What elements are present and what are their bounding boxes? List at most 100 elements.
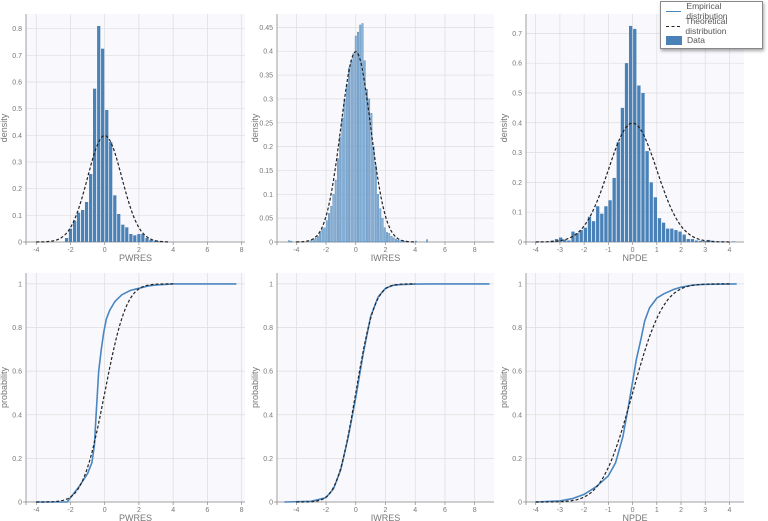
histogram-bar <box>670 228 674 242</box>
histogram-bar <box>141 234 145 242</box>
histogram-bar <box>153 240 157 242</box>
histogram-bar <box>105 110 109 242</box>
histogram-bar <box>703 241 707 242</box>
y-tick-label: 0.2 <box>263 456 273 463</box>
x-tick-label: 4 <box>171 507 175 514</box>
y-tick-label: 0.5 <box>12 106 22 113</box>
y-tick-label: 0 <box>18 240 22 247</box>
x-tick-label: 6 <box>443 247 447 254</box>
x-tick-label: 2 <box>679 507 683 514</box>
y-tick-label: 0 <box>269 240 273 247</box>
y-tick-label: 0 <box>518 240 522 247</box>
y-tick-label: 0.8 <box>512 325 522 332</box>
histogram-bar <box>686 239 690 242</box>
x-tick-label: 6 <box>205 507 209 514</box>
y-tick-label: 0.6 <box>12 369 22 376</box>
histogram-bar <box>426 239 429 243</box>
legend-item-data[interactable]: Data <box>666 34 705 46</box>
x-tick-label: -2 <box>581 507 587 514</box>
panel-cdf-npde: 0 0.2 0.4 0.6 0.8 1 -4 -3 -2 -1 0 1 2 3 4 NPDE probabili… <box>499 273 744 521</box>
histogram-bar <box>379 208 382 243</box>
histogram-bar <box>567 240 571 242</box>
theoretical-cdf-curve <box>535 283 730 503</box>
x-tick-label: 2 <box>384 507 388 514</box>
theoretical-density-curve <box>535 122 730 243</box>
histogram-bar <box>694 240 699 242</box>
histogram-bar <box>620 107 625 242</box>
y-tick-label: 0.3 <box>263 96 273 103</box>
histogram-bar <box>403 240 406 243</box>
y-tick-label: 0.2 <box>12 186 22 193</box>
histogram-bar <box>591 221 596 242</box>
y-tick-label: 0.25 <box>259 120 273 127</box>
panel-density-iwres: 0 0.05 0.1 0.15 0.2 0.25 0.3 0.35 0.4 0.45 -4 -2 0 2 4… <box>250 14 494 263</box>
y-tick-label: 0.2 <box>12 456 22 463</box>
histogram-bar <box>332 194 335 243</box>
panel-cdf-iwres: 0 0.2 0.4 0.6 0.8 1 -4 -2 0 2 4 6 8 IWRES probability <box>250 273 494 521</box>
empirical-cdf-curve <box>535 283 737 503</box>
histogram-bar <box>624 63 629 243</box>
histogram-bar <box>68 228 73 242</box>
histogram-bar <box>674 230 678 242</box>
histogram-bar <box>363 60 366 243</box>
solid-line-icon <box>666 10 682 12</box>
x-tick-label: -4 <box>33 247 39 254</box>
theoretical-density-curve <box>36 134 170 243</box>
y-tick-label: 0 <box>269 500 273 507</box>
histogram-bar <box>381 217 384 243</box>
x-tick-label: -4 <box>293 247 299 254</box>
histogram-bar <box>657 218 662 242</box>
y-tick-label: 0 <box>518 500 522 507</box>
plot-area <box>26 14 245 242</box>
histogram-bar <box>392 237 395 243</box>
x-tick-label: -1 <box>605 247 611 254</box>
x-tick-label: 0 <box>354 247 358 254</box>
x-tick-label: 0 <box>631 507 635 514</box>
x-tick-label: -4 <box>293 507 299 514</box>
histogram-bar <box>325 220 328 243</box>
y-axis-label: probability <box>0 366 9 408</box>
legend-item-empirical[interactable]: Empirical distribution <box>666 1 762 21</box>
x-tick-label: -2 <box>67 507 73 514</box>
x-tick-label: 8 <box>473 507 477 514</box>
y-tick-label: 0.4 <box>12 133 22 140</box>
empirical-cdf-curve <box>36 283 237 503</box>
histogram-bar <box>357 31 359 243</box>
histogram-bar <box>149 239 153 242</box>
x-tick-label: 4 <box>413 507 417 514</box>
x-tick-label: -4 <box>533 507 539 514</box>
histogram-bar <box>350 60 353 243</box>
histogram-bar <box>113 195 117 242</box>
x-tick-label: 3 <box>703 247 707 254</box>
y-axis-label: density <box>0 113 9 142</box>
x-tick-label: 4 <box>728 247 732 254</box>
y-tick-label: 0.4 <box>512 412 522 419</box>
histogram-bar <box>587 216 592 242</box>
histogram-bar <box>129 234 133 242</box>
x-tick-label: 0 <box>103 247 107 254</box>
x-tick-label: -2 <box>67 247 73 254</box>
plot-area <box>26 273 245 502</box>
y-tick-label: 0.8 <box>12 26 22 33</box>
histogram-bar <box>661 222 666 242</box>
x-tick-label: 0 <box>103 507 107 514</box>
y-axis-label: probability <box>250 366 260 408</box>
y-tick-label: 0.35 <box>259 73 273 80</box>
x-tick-label: 6 <box>443 507 447 514</box>
histogram-bar <box>92 88 97 243</box>
histogram-bar <box>348 67 351 243</box>
legend-item-theoretical[interactable]: Theoretical distribution <box>666 16 762 36</box>
histogram-bar <box>649 182 653 242</box>
histogram-bar <box>328 213 330 243</box>
histogram-bar <box>370 113 373 243</box>
y-tick-label: 0.4 <box>12 412 22 419</box>
theoretical-cdf-curve <box>36 283 174 503</box>
y-tick-label: 0.1 <box>512 210 522 217</box>
histogram-bar <box>97 26 101 242</box>
histogram-bar <box>583 227 588 242</box>
y-axis-label: density <box>250 113 260 142</box>
histogram-bar <box>383 227 386 243</box>
histogram-bar <box>359 24 362 243</box>
histogram-bar <box>343 98 346 243</box>
y-tick-label: 0.1 <box>12 213 22 220</box>
